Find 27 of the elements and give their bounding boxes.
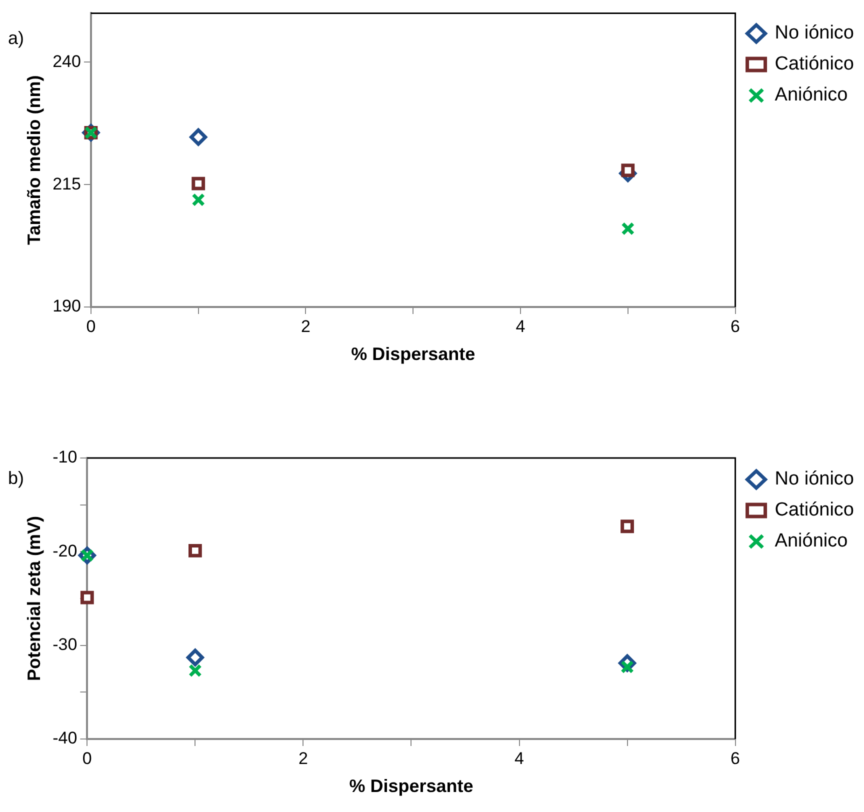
legend-label: Aniónico [774,84,848,106]
y-axis-title: Potencial zeta (mV) [24,516,44,682]
text: a) [8,28,24,48]
y-tick-label: -40 [52,728,78,748]
x-tick-label: 0 [86,316,96,336]
legend-label: No iónico [774,22,854,44]
y-tick-label: -30 [52,635,78,654]
legend-label: Catiónico [774,500,854,521]
x-tick-label: 4 [516,316,526,336]
x-tick-label: 0 [82,748,92,768]
legend-label: No iónico [774,468,854,490]
y-tick-label: 190 [52,296,81,316]
x-tick-label: 2 [301,316,310,336]
legend-label: Aniónico [774,530,848,552]
x-tick-label: 4 [514,748,524,768]
x-tick-label: 6 [730,748,740,768]
legend-label: Catiónico [774,54,854,75]
y-tick-label: -20 [52,541,78,560]
text: b) [8,468,24,488]
y-axis-title: Tamaño medio (nm) [24,75,44,245]
y-tick-label: 215 [52,174,81,194]
x-axis-title: % Dispersante [349,776,474,796]
x-tick-label: 2 [298,748,308,768]
x-tick-label: 6 [730,316,740,336]
y-tick-label: 240 [52,52,81,71]
y-tick-label: -10 [52,448,78,467]
x-axis-title: % Dispersante [351,344,476,364]
